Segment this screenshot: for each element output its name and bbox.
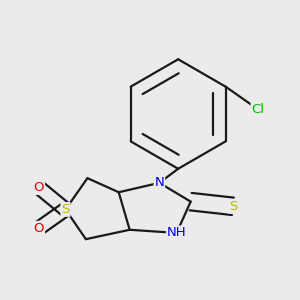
Text: N: N — [154, 176, 164, 189]
Text: S: S — [229, 200, 237, 213]
Text: NH: NH — [167, 226, 186, 239]
Text: S: S — [61, 203, 70, 216]
Text: O: O — [34, 222, 44, 235]
Text: Cl: Cl — [251, 103, 264, 116]
Text: O: O — [34, 181, 44, 194]
